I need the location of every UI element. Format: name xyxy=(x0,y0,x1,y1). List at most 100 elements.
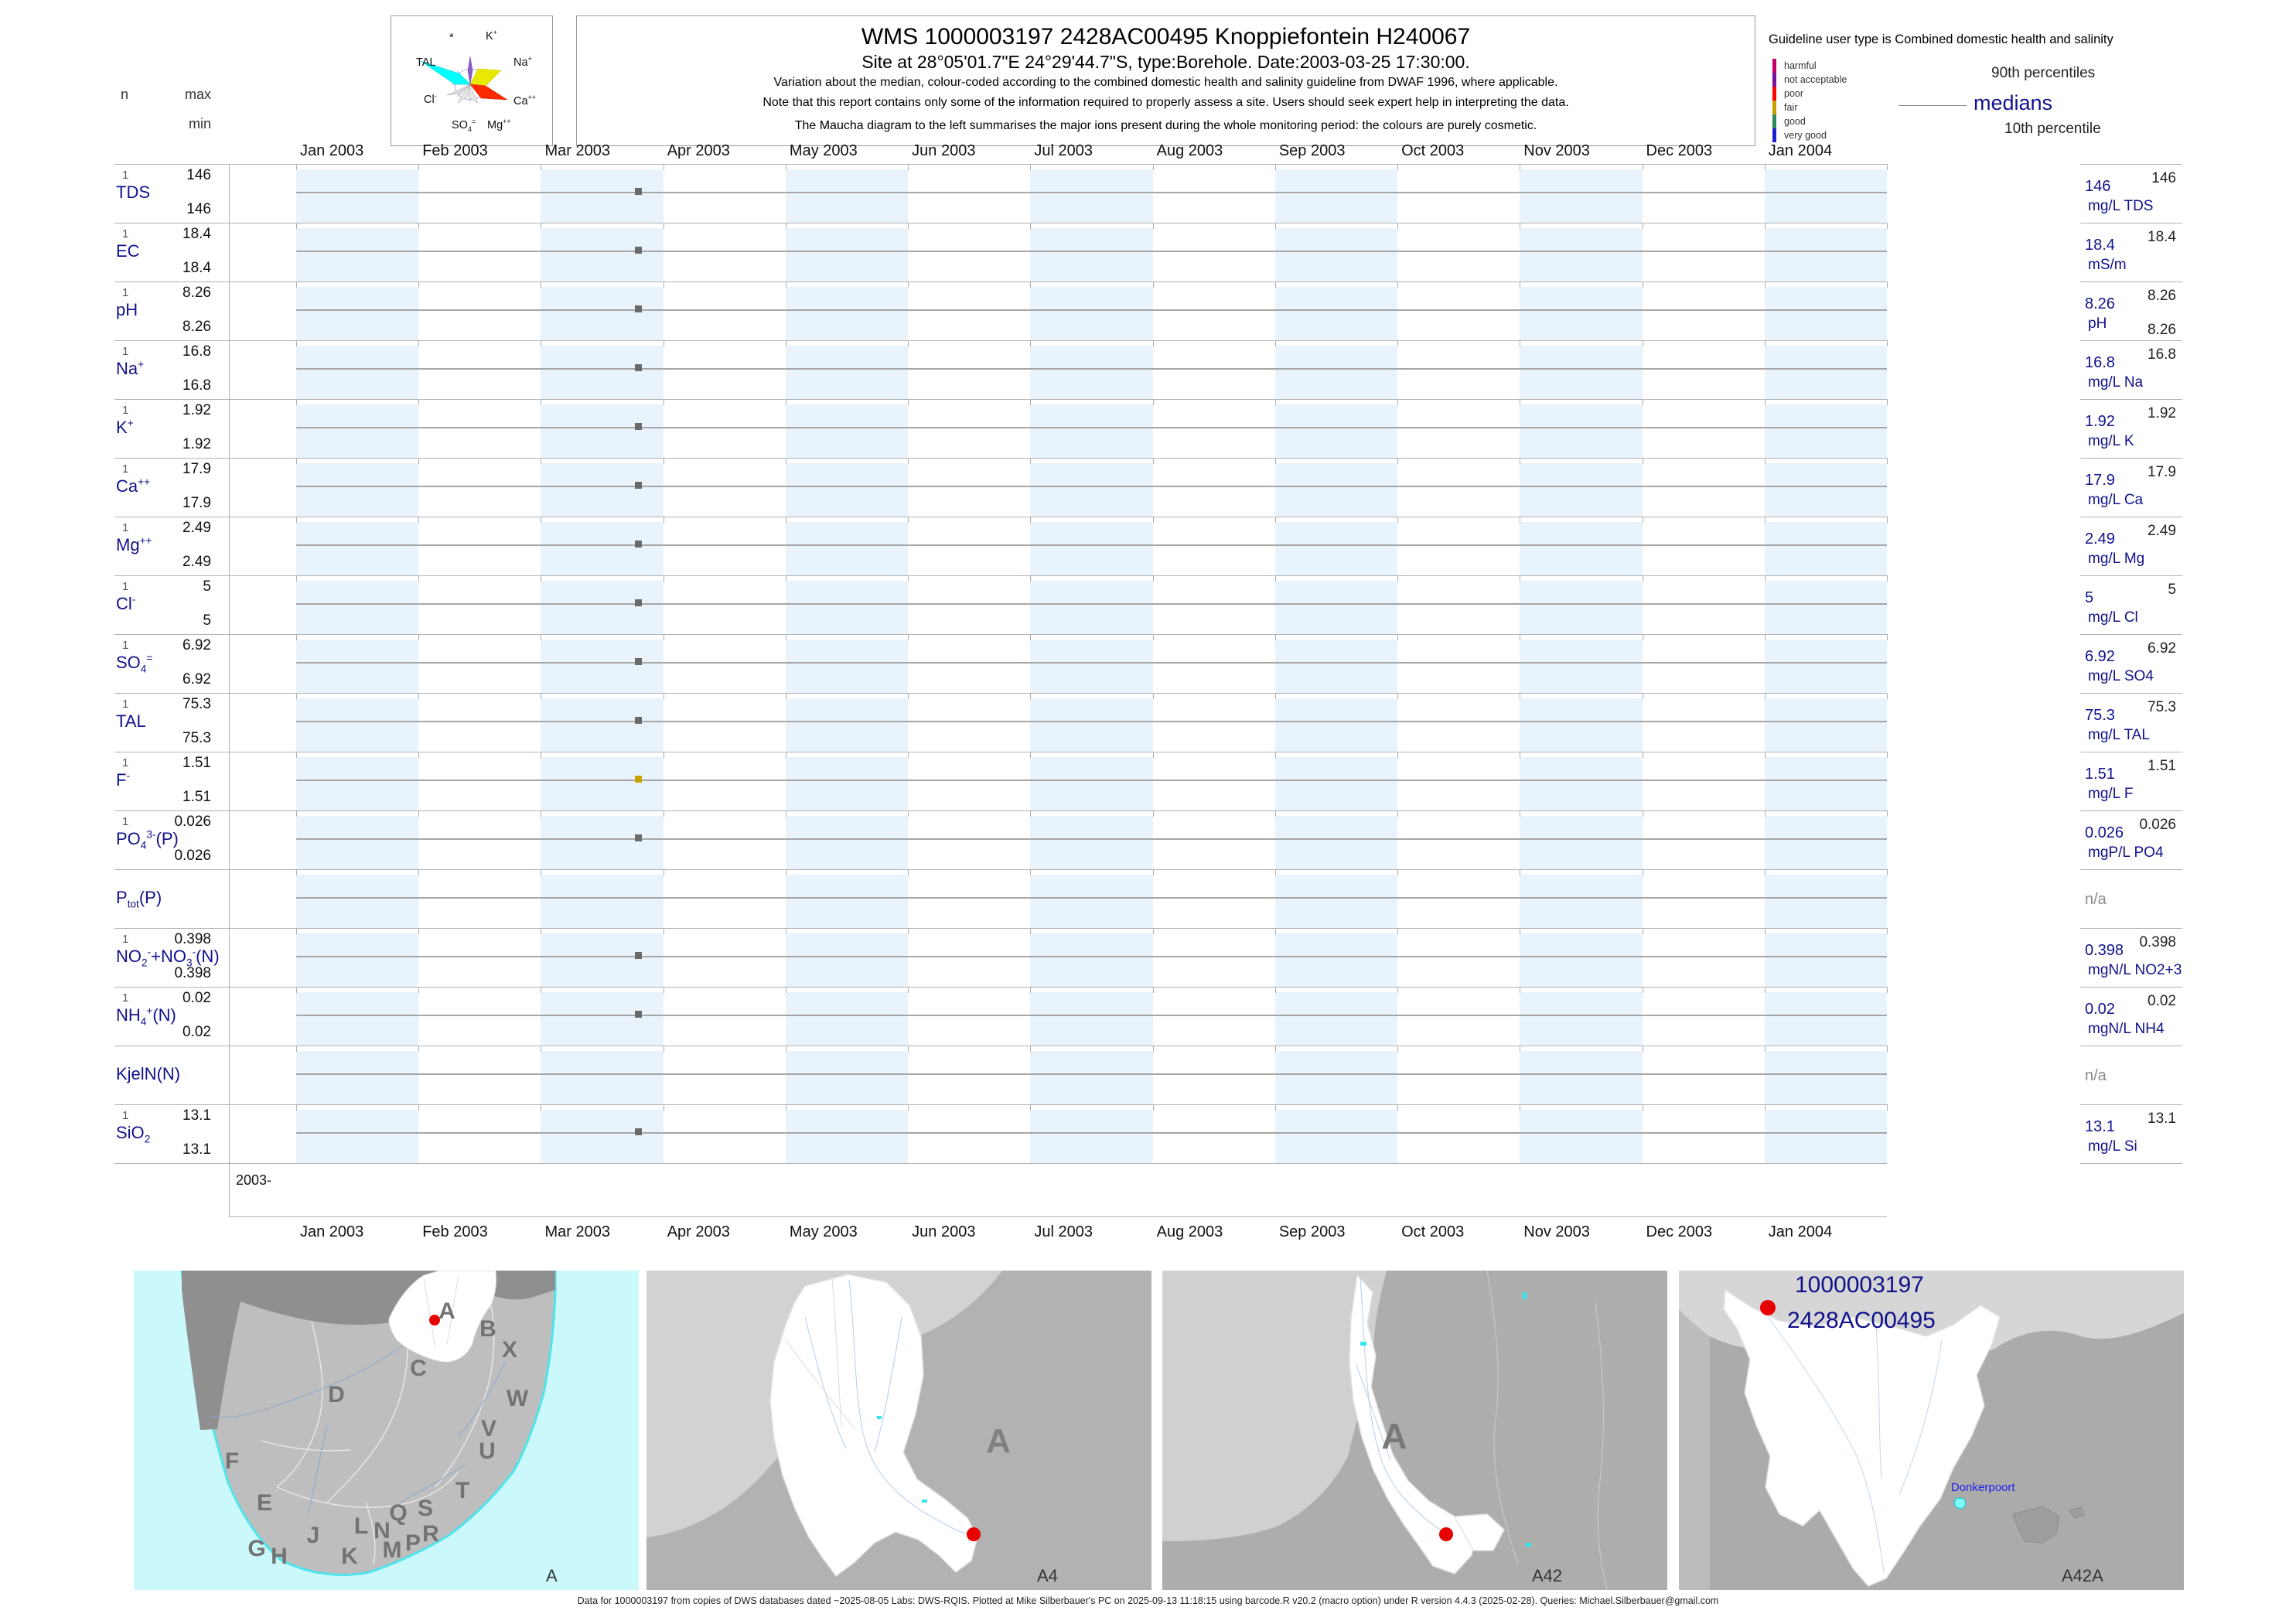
median-line-po4 xyxy=(296,838,1887,840)
site-code-label: 2428AC00495 xyxy=(1787,1308,1936,1333)
median-value-tds: 146 xyxy=(2085,178,2111,195)
guideline-class-harmful: harmful xyxy=(1772,59,1847,73)
n-count-po4: 1 xyxy=(122,815,129,828)
n-count-ca-ion: 1 xyxy=(122,462,129,476)
month-tick xyxy=(1274,458,1276,464)
median-line-cl-ion xyxy=(296,603,1887,605)
month-tick xyxy=(908,1104,909,1111)
n-count-na-ion: 1 xyxy=(122,345,129,358)
month-band xyxy=(785,463,909,517)
month-band xyxy=(541,228,664,281)
month-tick xyxy=(908,869,909,875)
median-legend-label: medians xyxy=(1974,91,2053,114)
month-band xyxy=(785,816,909,869)
month-tick xyxy=(1152,223,1154,229)
month-band xyxy=(1274,757,1398,810)
median-value-na-ion: 16.8 xyxy=(2085,354,2115,371)
drainage-region-letter-E: E xyxy=(257,1490,272,1516)
month-band xyxy=(1764,640,1887,693)
month-tick xyxy=(1397,458,1399,464)
month-band xyxy=(1274,228,1398,281)
month-tick xyxy=(418,693,420,699)
month-tick xyxy=(908,517,909,523)
row-boundary-line-right xyxy=(2080,164,2182,165)
n-count-cl-ion: 1 xyxy=(122,580,129,593)
month-band xyxy=(785,522,909,575)
month-band xyxy=(1030,346,1153,399)
month-band xyxy=(541,463,664,517)
month-band xyxy=(1764,698,1887,752)
row-boundary-line-right xyxy=(2080,575,2182,576)
month-tick xyxy=(908,340,909,346)
month-band xyxy=(785,1110,909,1163)
report-note-2: Note that this report contains only some… xyxy=(762,96,1569,109)
x-axis-month-label-bottom: Oct 2003 xyxy=(1401,1223,1465,1240)
month-band xyxy=(541,287,664,340)
row-boundary-line-right xyxy=(2080,1104,2182,1105)
maucha-label-na: Na+ xyxy=(513,55,532,69)
month-band xyxy=(296,463,419,517)
month-band xyxy=(785,992,909,1046)
month-band xyxy=(785,875,909,928)
drainage-region-letter-N: N xyxy=(374,1518,391,1544)
median-value-cl-ion: 5 xyxy=(2085,589,2094,606)
x-axis-month-label-bottom: Apr 2003 xyxy=(667,1223,730,1240)
month-band xyxy=(1030,169,1153,223)
month-tick xyxy=(1030,928,1032,934)
month-band xyxy=(1764,757,1887,810)
min-value-so4: 6.92 xyxy=(183,671,211,687)
month-band xyxy=(1274,875,1398,928)
p90-value-na-ion: 16.8 xyxy=(2148,346,2176,363)
p90-value-f-ion: 1.51 xyxy=(2148,758,2176,774)
p90-value-po4: 0.026 xyxy=(2139,817,2176,833)
month-tick xyxy=(1152,987,1154,993)
median-value-f-ion: 1.51 xyxy=(2085,766,2115,783)
x-axis-month-label-top: Jan 2004 xyxy=(1768,142,1833,159)
n-count-no2no3: 1 xyxy=(122,933,129,946)
guideline-class-swatch xyxy=(1772,59,1776,73)
guideline-class-label: harmful xyxy=(1784,60,1817,71)
month-band xyxy=(1274,404,1398,458)
month-tick xyxy=(296,752,297,758)
x-axis-month-label-bottom: Dec 2003 xyxy=(1646,1223,1713,1240)
min-value-ca-ion: 17.9 xyxy=(183,495,211,511)
month-tick xyxy=(418,164,420,170)
month-tick xyxy=(1397,517,1399,523)
guideline-class-good: good xyxy=(1772,114,1847,128)
month-band xyxy=(1274,169,1398,223)
month-band xyxy=(1030,1110,1153,1163)
max-value-tds: 146 xyxy=(186,167,211,183)
drainage-region-letter-C: C xyxy=(410,1356,427,1381)
month-band xyxy=(1030,640,1153,693)
month-band xyxy=(541,757,664,810)
catchment-a4-map-icon: A A4 xyxy=(646,1271,1151,1590)
n-column-header: n xyxy=(121,87,129,102)
month-band xyxy=(1030,933,1153,987)
month-tick xyxy=(1887,458,1888,464)
month-tick xyxy=(1887,634,1888,640)
month-tick xyxy=(1030,869,1032,875)
month-tick xyxy=(908,928,909,934)
median-line-ec xyxy=(296,251,1887,252)
month-band xyxy=(1274,640,1398,693)
drainage-region-letter-D: D xyxy=(328,1382,345,1407)
month-band xyxy=(1764,346,1887,399)
param-label-na-ion: Na+ xyxy=(116,358,145,378)
month-band xyxy=(296,992,419,1046)
min-value-nh4: 0.02 xyxy=(183,1024,211,1040)
month-tick xyxy=(418,869,420,875)
row-boundary-line-right xyxy=(2080,634,2182,635)
median-line-so4 xyxy=(296,662,1887,664)
row-boundary-line xyxy=(114,164,1887,165)
month-tick xyxy=(908,575,909,582)
month-tick xyxy=(296,575,297,582)
month-band xyxy=(785,346,909,399)
param-label-no2no3: NO2-+NO3-(N) xyxy=(116,946,220,969)
param-label-sio2: SiO2 xyxy=(116,1123,151,1145)
place-label-donkerpoort: Donkerpoort xyxy=(1951,1481,2015,1494)
month-band xyxy=(296,698,419,752)
month-tick xyxy=(1887,1104,1888,1111)
maucha-diagram-icon xyxy=(420,56,508,104)
param-label-so4: SO4= xyxy=(116,652,153,675)
